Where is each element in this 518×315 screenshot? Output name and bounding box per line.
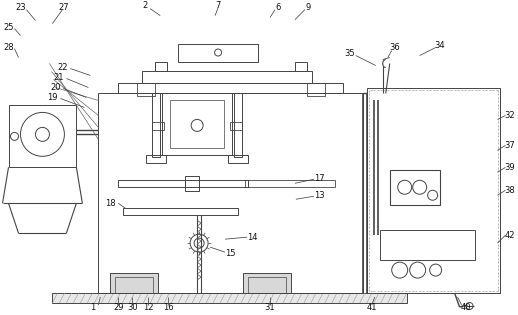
Text: 12: 12 xyxy=(143,302,153,312)
Text: 7: 7 xyxy=(215,1,221,10)
Text: 30: 30 xyxy=(127,302,138,312)
Bar xyxy=(152,123,164,130)
Bar xyxy=(243,273,291,293)
Bar xyxy=(118,83,343,94)
Text: 40: 40 xyxy=(461,302,471,312)
Bar xyxy=(116,277,153,293)
Bar xyxy=(137,83,155,96)
Bar xyxy=(307,83,325,96)
Text: 27: 27 xyxy=(58,3,69,12)
Bar xyxy=(178,43,258,61)
Text: 34: 34 xyxy=(434,41,445,50)
Text: 35: 35 xyxy=(344,49,355,58)
Bar xyxy=(118,180,248,187)
Bar xyxy=(98,94,363,293)
Bar xyxy=(234,94,242,157)
Bar xyxy=(170,100,224,148)
Text: 17: 17 xyxy=(314,174,325,183)
Text: 16: 16 xyxy=(163,302,174,312)
Bar xyxy=(248,277,286,293)
Text: 20: 20 xyxy=(50,83,61,92)
Bar xyxy=(162,94,232,155)
Text: 36: 36 xyxy=(390,43,400,52)
Text: 6: 6 xyxy=(275,3,281,12)
Text: 42: 42 xyxy=(504,231,515,240)
Text: 9: 9 xyxy=(305,3,310,12)
Bar xyxy=(295,61,307,71)
Bar xyxy=(8,106,76,167)
Text: 22: 22 xyxy=(57,63,68,72)
Text: 28: 28 xyxy=(3,43,14,52)
Text: 25: 25 xyxy=(3,23,14,32)
Text: 18: 18 xyxy=(105,199,116,208)
Bar xyxy=(390,170,440,205)
Bar xyxy=(152,94,160,157)
Text: 29: 29 xyxy=(113,302,123,312)
Text: 15: 15 xyxy=(225,249,235,258)
Bar xyxy=(146,155,166,163)
Text: 31: 31 xyxy=(265,302,275,312)
Text: 39: 39 xyxy=(504,163,515,172)
Text: 21: 21 xyxy=(53,73,64,82)
Text: 1: 1 xyxy=(90,302,95,312)
Text: 13: 13 xyxy=(314,191,325,200)
Text: 2: 2 xyxy=(142,1,148,10)
Text: 41: 41 xyxy=(367,302,377,312)
Text: 32: 32 xyxy=(504,111,515,120)
Bar xyxy=(228,155,248,163)
Bar xyxy=(155,61,167,71)
Text: 19: 19 xyxy=(47,93,57,102)
Bar xyxy=(110,273,158,293)
Bar xyxy=(245,180,335,187)
Text: 37: 37 xyxy=(504,141,515,150)
Bar xyxy=(123,208,238,215)
Text: 38: 38 xyxy=(504,186,515,195)
Bar xyxy=(52,293,407,303)
Text: 23: 23 xyxy=(15,3,26,12)
Bar xyxy=(185,176,199,191)
Text: 14: 14 xyxy=(247,233,257,242)
Bar xyxy=(367,89,499,293)
Bar xyxy=(230,123,242,130)
Bar xyxy=(142,71,312,83)
Bar xyxy=(380,230,474,260)
